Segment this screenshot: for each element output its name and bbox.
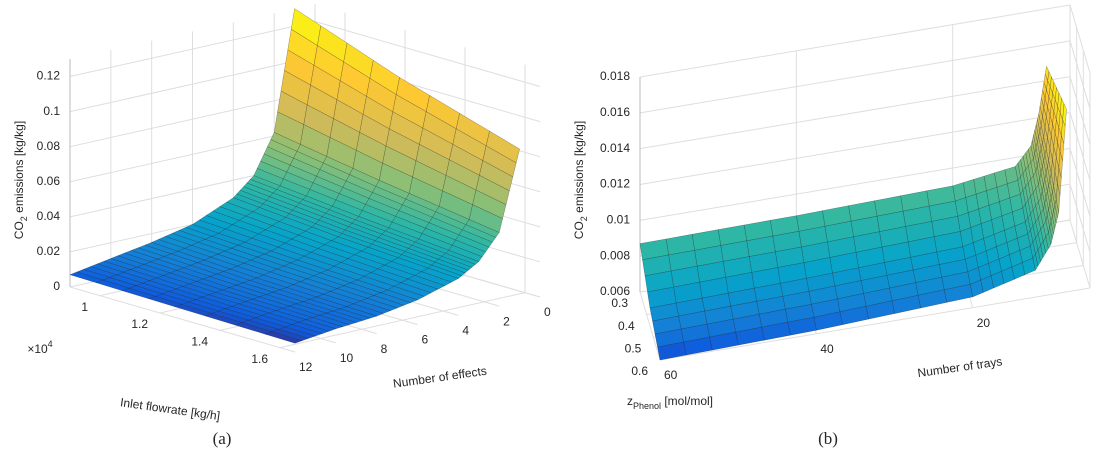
y-tick-label: 4 [462, 324, 469, 338]
x-multiplier-part: ×10 [27, 342, 48, 356]
surface-patch [264, 331, 303, 344]
z-tick-label: 0.008 [600, 248, 630, 262]
z-grid-line [639, 112, 1071, 185]
y-grid-line [639, 291, 661, 361]
x-axis-label-part: [mol/mol] [661, 394, 713, 408]
z-grid-line [639, 147, 1071, 221]
z-tick-label: 0.1 [43, 104, 60, 118]
y-tick-label: 0 [544, 305, 551, 319]
z-grid-line [1069, 40, 1091, 109]
panel-label: (a) [213, 429, 232, 448]
z-tick-label: 0 [53, 279, 60, 293]
x-tick-label: 1.2 [131, 317, 148, 331]
x-axis-label: zPhenol [mol/mol] [627, 394, 713, 411]
y-tick-label: 60 [664, 368, 678, 382]
x-tick-label: 0.3 [611, 296, 628, 310]
z-tick-label: 0.02 [37, 244, 61, 258]
y-tick-label: 8 [381, 342, 388, 356]
z-grid-line [639, 76, 1071, 150]
y-tick-label: 20 [977, 316, 991, 330]
z-tick-label: 0.08 [37, 139, 61, 153]
y-axis-label: Number of effects [392, 364, 488, 391]
x-tick-label: 0.4 [618, 319, 635, 333]
y-axis-label: Number of trays [917, 354, 1003, 380]
z-grid-line [1069, 4, 1091, 74]
z-grid-line [639, 40, 1071, 114]
x-axis-label: Inlet flowrate [kg/h] [119, 395, 221, 423]
y-tick-label: 12 [299, 360, 313, 374]
z-axis-label: CO2 emissions [kg/kg] [12, 121, 29, 239]
z-tick-label: 0.018 [600, 69, 630, 83]
x-tick-label: 0.6 [631, 364, 648, 378]
z-grid-line [1069, 112, 1091, 181]
z-grid-line [1069, 184, 1091, 253]
panel-label: (b) [818, 429, 838, 448]
z-tick-label: 0.04 [37, 209, 61, 223]
z-axis-label-sub: 2 [19, 216, 29, 221]
y-tick-label: 6 [422, 333, 429, 347]
z-tick-label: 0.014 [600, 141, 630, 155]
z-tick-label: 0.016 [600, 105, 630, 119]
x-tick-label: 1 [81, 300, 88, 314]
z-grid-line [639, 4, 1071, 78]
z-grid-line [314, 21, 541, 88]
z-axis-label-part: CO [12, 221, 26, 239]
z-tick-label: 0.12 [37, 69, 61, 83]
z-axis-label-part: emissions [kg/kg] [572, 121, 586, 216]
z-axis-label-part: emissions [kg/kg] [12, 121, 26, 216]
x-axis-label-sub: Phenol [633, 401, 661, 411]
z-axis-label-sub: 2 [579, 216, 589, 221]
x-grid-line [659, 287, 1091, 361]
x-multiplier-sup: 4 [48, 339, 53, 349]
x-axis-label-part: z [627, 394, 633, 408]
z-grid-line [1069, 148, 1091, 217]
z-grid-line [1069, 76, 1091, 145]
x-tick-label: 0.5 [625, 342, 642, 356]
z-axis-label: CO2 emissions [kg/kg] [572, 121, 589, 239]
y-tick-label: 2 [503, 314, 510, 328]
y-grid-line [69, 286, 296, 353]
x-tick-label: 1.4 [191, 335, 208, 349]
z-grid-line [1069, 219, 1091, 289]
surface-patch [657, 341, 687, 361]
x-tick-label: 1.6 [251, 352, 268, 366]
y-tick-label: 10 [340, 351, 354, 365]
x-multiplier: ×104 [27, 339, 52, 356]
z-tick-label: 0.06 [37, 174, 61, 188]
z-tick-label: 0.01 [607, 213, 631, 227]
y-tick-label: 40 [820, 342, 834, 356]
z-tick-label: 0.012 [600, 177, 630, 191]
z-axis-label-part: CO [572, 221, 586, 239]
z-tick-label: 0.006 [600, 284, 630, 298]
